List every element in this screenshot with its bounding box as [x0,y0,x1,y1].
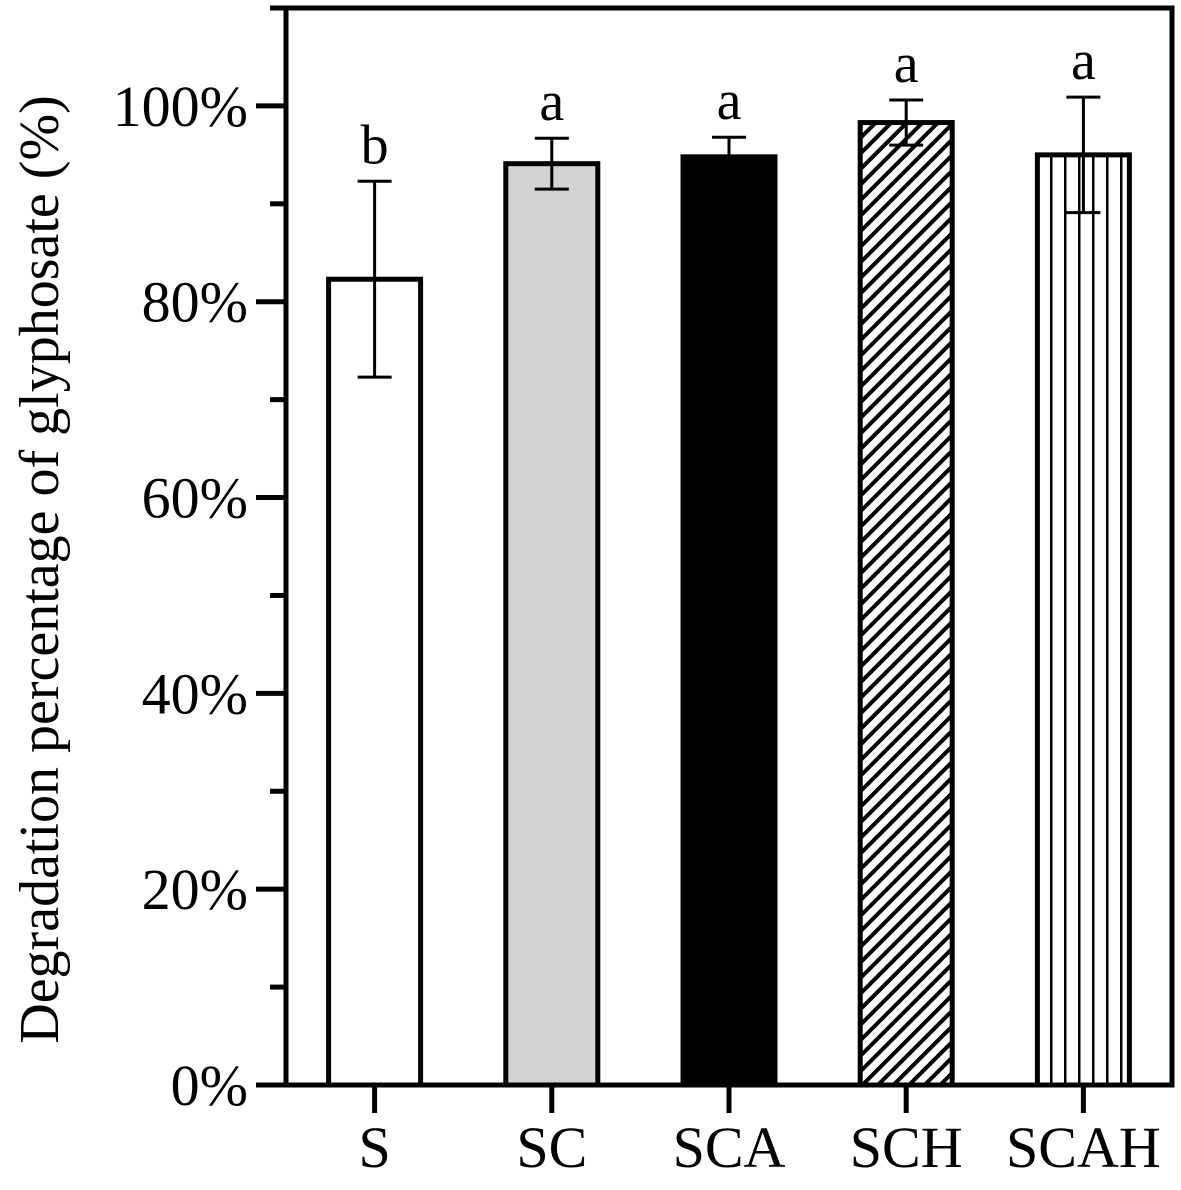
y-tick-label: 60% [142,466,248,531]
y-tick-label: 100% [113,74,248,139]
y-axis-title: Degradation percentage of glyphosate (%) [9,95,71,1043]
significance-labels: b a a a a [361,30,1096,176]
significance-label-sc: a [539,71,564,133]
bar-sca [680,154,778,1088]
bars [326,120,1132,1088]
significance-label-s: b [361,114,389,176]
x-tick-label-sca: SCA [673,1115,786,1180]
significance-label-sca: a [717,70,742,132]
significance-label-sch: a [894,33,919,95]
x-tick-label-sch: SCH [850,1115,963,1180]
x-tick-label-scah: SCAH [1006,1115,1161,1180]
significance-label-scah: a [1071,30,1096,92]
bar-sc [503,161,601,1088]
error-bars [357,95,1101,379]
y-tick-label: 0% [171,1053,248,1118]
y-tick-label: 80% [142,270,248,335]
bar-sch [857,120,955,1088]
y-tick-label: 20% [142,857,248,922]
bar-s [326,276,424,1088]
y-tick-label: 40% [142,661,248,726]
x-tick-label-sc: SC [516,1115,587,1180]
y-axis: 0% 20% 40% 60% 80% 100% [113,5,286,1118]
x-tick-label-s: S [358,1115,390,1180]
x-axis: S SC SCA SCH SCAH [358,1085,1161,1180]
bar-scah [1034,152,1132,1088]
